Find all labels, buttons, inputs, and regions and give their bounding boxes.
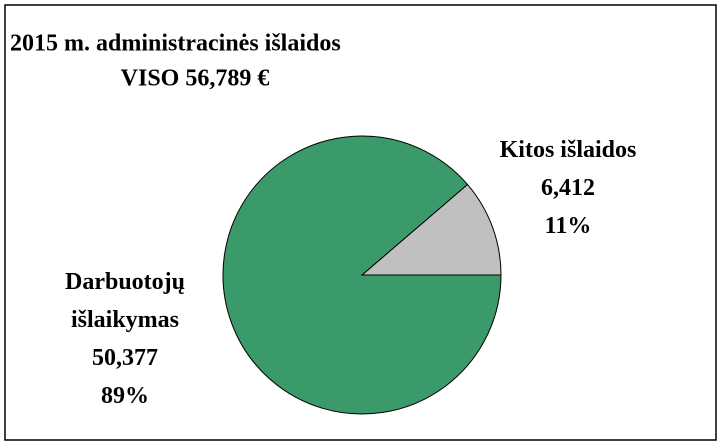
value-label: 6,412 [541,175,595,201]
value-label: 50,377 [92,345,158,371]
pie-slice [222,135,502,415]
percentage-label: 11% [544,213,592,239]
category-label: Darbuotojų išlaikymas [64,269,185,333]
pie-slice [360,183,502,276]
slice-label: Darbuotojų išlaikymas 50,377 89% [30,263,220,415]
slice-label: Kitos išlaidos 6,412 11% [498,131,638,245]
percentage-label: 89% [101,383,149,409]
category-label: Kitos išlaidos [499,137,637,163]
chart-subtitle: VISO 56,789 € [121,66,270,92]
chart-title: 2015 m. administracinės išlaidos [10,31,341,57]
